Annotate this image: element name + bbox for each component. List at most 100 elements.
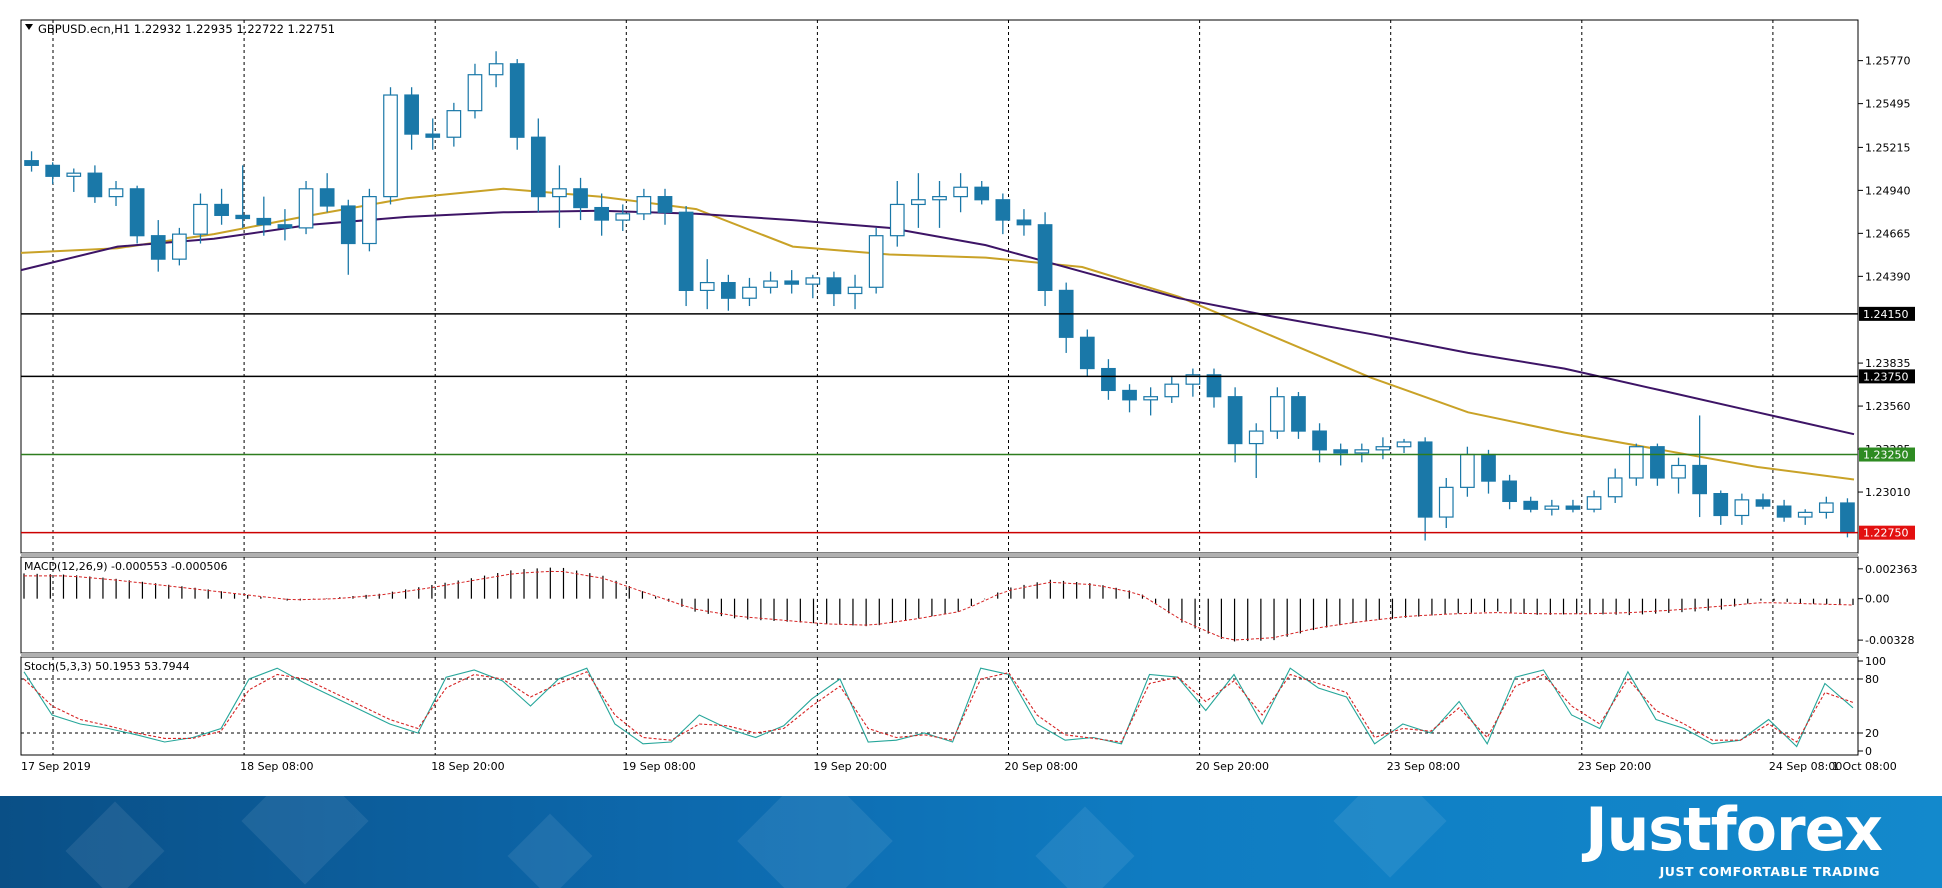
candle: [995, 193, 1011, 235]
brand-logo: Justforex JUST COMFORTABLE TRADING: [1562, 796, 1883, 888]
candle-body: [340, 205, 356, 245]
price-level-label: 1.22750: [1863, 527, 1909, 540]
candle: [552, 165, 567, 228]
candle-body: [742, 286, 757, 299]
stoch-main-line: [23, 667, 1854, 748]
brand-name: Justforex: [1585, 796, 1883, 865]
y-tick-label: 1.25215: [1865, 141, 1911, 154]
candle: [214, 188, 229, 225]
price-level-tag: [1859, 525, 1915, 540]
candle-body: [1206, 374, 1222, 398]
candle: [1291, 392, 1306, 439]
candle-body: [1565, 505, 1581, 510]
candle: [1607, 468, 1623, 503]
y-tick-label: 1.25495: [1865, 98, 1911, 111]
candle: [805, 274, 821, 299]
brand-slogan: JUST COMFORTABLE TRADING: [1659, 864, 1880, 879]
candle: [1755, 493, 1771, 510]
brand-banner: Justforex JUST COMFORTABLE TRADING: [0, 796, 1942, 888]
y-tick-label: 1.25770: [1865, 55, 1911, 68]
candle: [1101, 359, 1116, 400]
panel-frame-1: [20, 19, 1859, 554]
x-tick-label: 23 Sep 20:00: [1578, 760, 1651, 773]
candle-body: [425, 133, 441, 138]
candle-body: [1607, 477, 1623, 498]
candle-body: [552, 188, 567, 198]
candle-body: [87, 172, 103, 198]
candle-body: [530, 136, 546, 198]
candle-body: [256, 217, 272, 226]
y-tick-label: 80: [1865, 673, 1879, 686]
candle-body: [1101, 367, 1116, 392]
candle-body: [1417, 441, 1433, 518]
candle-body: [995, 199, 1011, 221]
candle: [1164, 376, 1180, 403]
candle-body: [1164, 383, 1180, 398]
candle: [594, 193, 610, 236]
stoch-signal-line: [23, 671, 1854, 743]
candle-body: [615, 213, 631, 221]
candle-body: [594, 206, 610, 221]
candle-body: [1797, 511, 1813, 518]
candle: [1122, 384, 1137, 413]
candle-body: [1079, 336, 1095, 370]
candle-body: [1460, 453, 1475, 488]
y-tick-label: 100: [1865, 655, 1886, 668]
y-tick-label: 1.23010: [1865, 486, 1911, 499]
candle: [87, 165, 103, 203]
macd-title: MACD(12,26,9) -0.000553 -0.000506: [24, 560, 227, 573]
y-tick-label: 1.24665: [1865, 227, 1911, 240]
candle-body: [172, 233, 187, 260]
candle: [1544, 499, 1560, 516]
y-tick-label: 0.002363: [1865, 563, 1918, 576]
x-tick-label: 17 Sep 2019: [21, 760, 91, 773]
candle-body: [826, 277, 842, 295]
candle-body: [1354, 449, 1370, 454]
candle: [720, 274, 736, 311]
candle: [847, 274, 863, 310]
candle-body: [1312, 430, 1327, 451]
price-level-label: 1.23750: [1863, 370, 1909, 383]
candle: [446, 102, 462, 147]
x-tick-label: 19 Sep 20:00: [813, 760, 886, 773]
candle: [383, 87, 398, 205]
candle: [826, 271, 842, 307]
candle: [256, 196, 272, 236]
candle: [974, 180, 990, 205]
candle: [319, 173, 335, 213]
candle: [889, 180, 905, 247]
candle-body: [763, 280, 778, 288]
candle: [1185, 368, 1201, 397]
candle: [1671, 457, 1686, 494]
candle: [763, 271, 778, 294]
candle: [298, 180, 314, 235]
candle: [699, 259, 715, 310]
candle: [108, 180, 124, 207]
candle: [1797, 509, 1813, 525]
candle: [742, 277, 757, 307]
candle: [1143, 387, 1159, 416]
candle-body: [235, 214, 251, 220]
y-tick-label: 1.23835: [1865, 357, 1911, 370]
candle-body: [467, 74, 483, 112]
candle-body: [319, 188, 335, 207]
candle-body: [129, 188, 145, 237]
y-tick-label: 0: [1865, 745, 1872, 758]
candle: [1438, 477, 1454, 528]
candle: [1565, 499, 1581, 513]
x-tick-label: 20 Sep 20:00: [1196, 760, 1269, 773]
candle: [193, 193, 208, 244]
candle-body: [1037, 224, 1053, 292]
candle-body: [974, 186, 990, 201]
candle: [911, 173, 926, 228]
price-level-tag: [1859, 369, 1915, 384]
candle-body: [1396, 441, 1412, 448]
candle-body: [911, 199, 926, 206]
chart-canvas: 17 Sep 2019 18 Sep 08:00 18 Sep 20:00 19 Se…: [20, 19, 1918, 773]
candle-body: [45, 164, 61, 177]
macd-signal-line: [24, 570, 1854, 641]
candle: [340, 199, 356, 275]
candle: [467, 63, 483, 119]
candle-body: [1840, 502, 1855, 534]
